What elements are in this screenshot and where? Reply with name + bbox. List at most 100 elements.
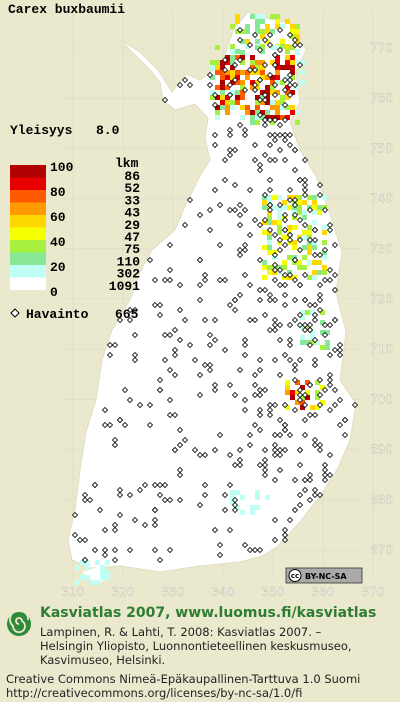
legend-swatch <box>10 190 46 203</box>
cell <box>225 60 230 65</box>
cell <box>245 70 250 75</box>
cell <box>310 335 315 340</box>
cell <box>285 380 290 385</box>
observation-dot <box>261 471 269 479</box>
x-tick-label: 360 <box>312 585 335 599</box>
x-tick-label: 310 <box>62 585 85 599</box>
cell <box>312 195 317 200</box>
observation-dot <box>281 536 289 544</box>
cell <box>277 225 282 230</box>
observation-dot <box>326 276 334 284</box>
observation-dot <box>101 421 109 429</box>
observation-dot <box>261 91 269 99</box>
cell <box>260 19 265 24</box>
cell <box>240 60 245 65</box>
observation-dot <box>246 231 254 239</box>
y-tick-label: 760 <box>370 91 393 105</box>
x-tick-label: 330 <box>162 585 185 599</box>
cell <box>262 230 267 235</box>
cell <box>302 235 307 240</box>
observation-dot <box>271 316 279 324</box>
observation-dot <box>151 276 159 284</box>
citation-line: Lampinen, R. & Lahti, T. 2008: Kasviatla… <box>40 625 322 639</box>
cell <box>260 100 265 105</box>
cell <box>215 110 220 115</box>
observation-dot <box>301 181 309 189</box>
cell <box>265 24 270 29</box>
cell <box>280 65 285 70</box>
observation-dot <box>251 86 259 94</box>
observation-dot <box>181 436 189 444</box>
observation-dot <box>231 61 239 69</box>
cell <box>320 330 325 335</box>
cell <box>270 115 275 120</box>
observation-dot <box>111 556 119 564</box>
observation-dot <box>291 316 299 324</box>
cell <box>270 14 275 19</box>
cell <box>277 215 282 220</box>
observation-dot <box>131 356 139 364</box>
observation-dot <box>266 141 274 149</box>
observation-dot <box>331 316 339 324</box>
observation-dot <box>246 41 254 49</box>
observation-dot <box>311 441 319 449</box>
observation-dot <box>161 481 169 489</box>
observation-dot <box>296 311 304 319</box>
observation-dot <box>326 226 334 234</box>
y-tick-label: 770 <box>370 41 393 55</box>
cell <box>277 220 282 225</box>
cell <box>235 19 240 24</box>
observation-dot <box>261 386 269 394</box>
observation-dot <box>296 501 304 509</box>
observation-dot <box>281 226 289 234</box>
observation-dot <box>176 81 184 89</box>
cell <box>265 39 270 44</box>
observation-dot <box>306 471 314 479</box>
observation-dot <box>231 296 239 304</box>
cell <box>295 400 300 405</box>
observation-dot <box>266 186 274 194</box>
cell <box>300 335 305 340</box>
observation-dot <box>136 486 144 494</box>
observation-dot <box>111 546 119 554</box>
cell <box>282 265 287 270</box>
cell <box>240 95 245 100</box>
observation-dot <box>256 161 264 169</box>
cell <box>310 340 315 345</box>
cell <box>255 70 260 75</box>
observation-dot <box>146 421 154 429</box>
observation-dot <box>256 366 264 374</box>
y-tick-label: 670 <box>370 543 393 557</box>
cell <box>285 44 290 49</box>
cell <box>297 195 302 200</box>
legend-count: 43 <box>124 206 140 221</box>
observation-dot <box>331 346 339 354</box>
observation-dot <box>201 276 209 284</box>
cell <box>225 110 230 115</box>
cell <box>295 85 300 90</box>
observation-dot <box>116 511 124 519</box>
observation-dot <box>256 166 264 174</box>
cell <box>305 310 310 315</box>
observation-dot <box>351 401 359 409</box>
cell <box>307 275 312 280</box>
cell <box>290 60 295 65</box>
observation-dot <box>116 491 124 499</box>
cell <box>322 225 327 230</box>
cell <box>310 310 315 315</box>
observation-dot <box>256 296 264 304</box>
observation-dot <box>336 351 344 359</box>
observation-dot <box>236 26 244 34</box>
y-tick-label: 720 <box>370 292 393 306</box>
observation-dot <box>316 191 324 199</box>
observation-dot <box>131 331 139 339</box>
observation-dot <box>311 301 319 309</box>
observation-dot <box>291 296 299 304</box>
observation-dot <box>311 361 319 369</box>
cell <box>300 340 305 345</box>
observation-dot <box>271 136 279 144</box>
cell <box>230 105 235 110</box>
observation-dot <box>291 201 299 209</box>
cell <box>262 205 267 210</box>
